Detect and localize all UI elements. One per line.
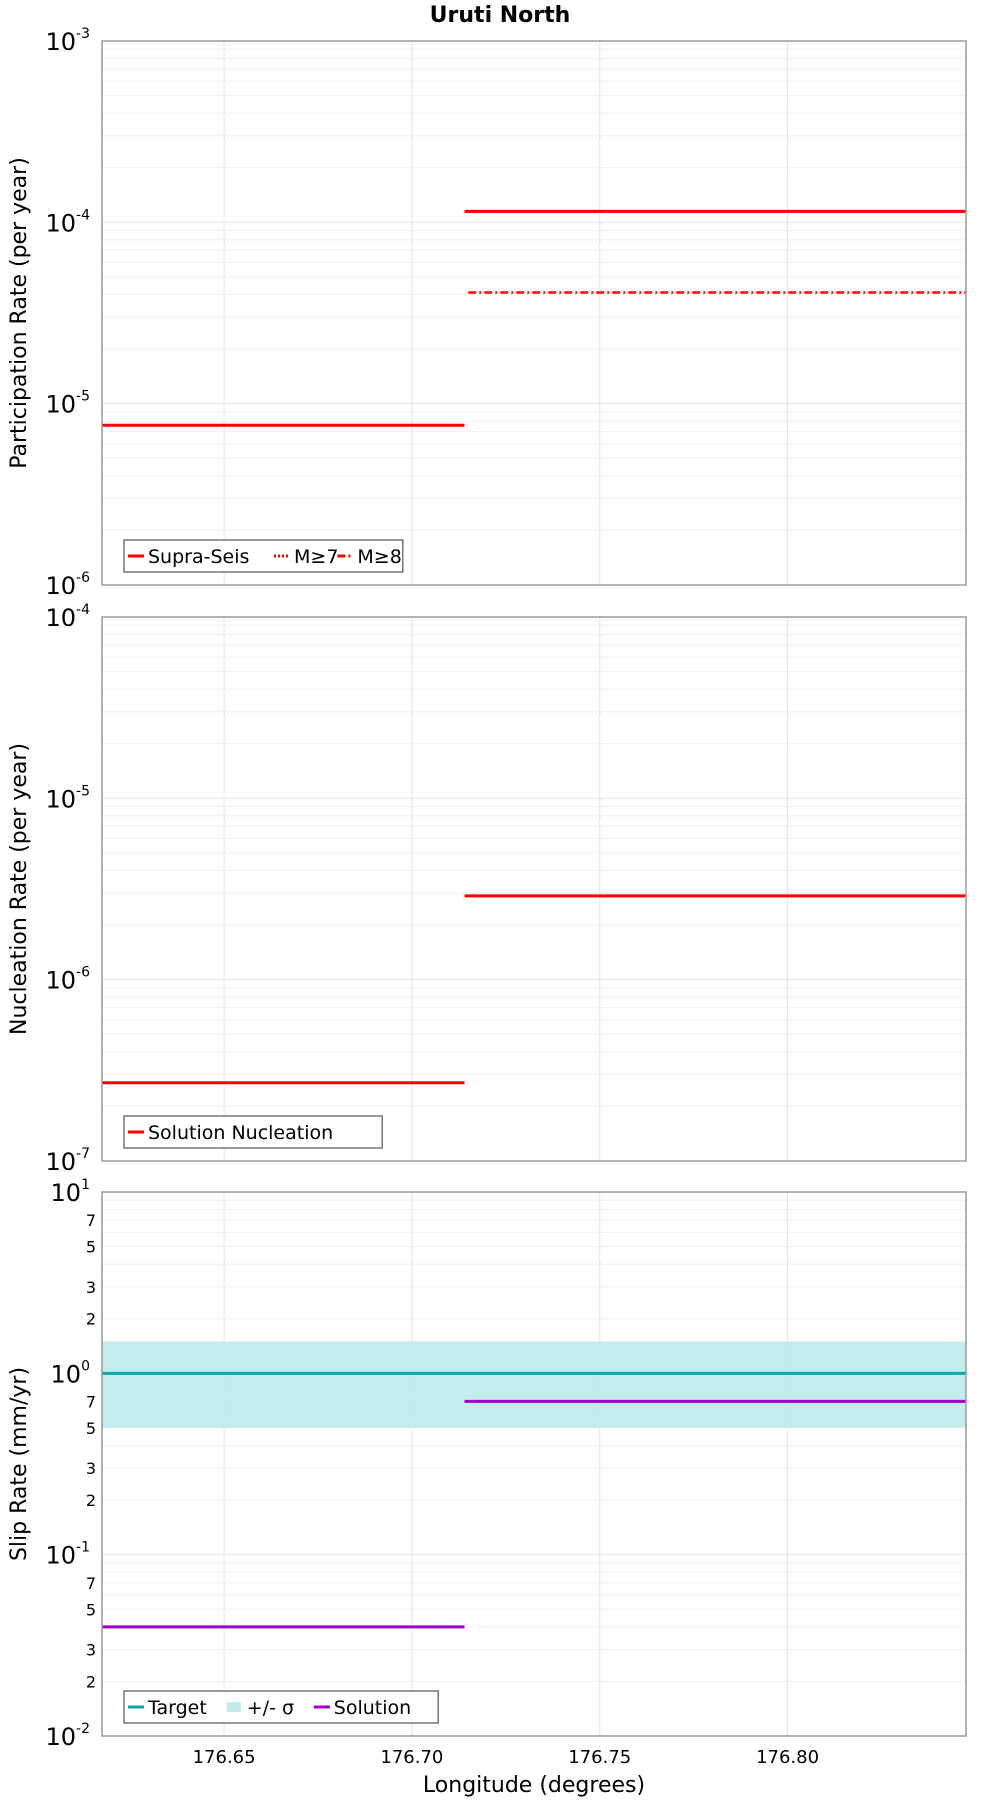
y-tick-label: 10-4	[45, 602, 90, 632]
y-minor-tick-label: 7	[86, 1392, 96, 1411]
panel-1: 10-6 10-5 10-4 10-3 Participation Rate (per …	[7, 26, 967, 600]
plot-area	[102, 617, 966, 1161]
y-tick-label: 10-6	[45, 570, 90, 600]
legend: Target +/- σ Solution	[123, 1690, 439, 1724]
y-tick-label: 10-7	[45, 1146, 90, 1176]
legend-marker-band	[226, 1702, 241, 1712]
y-axis-label: Nucleation Rate (per year)	[7, 743, 32, 1035]
y-minor-tick-label: 2	[86, 1491, 96, 1510]
y-tick-label: 100	[51, 1358, 90, 1388]
legend-entry: +/- σ	[247, 1697, 294, 1719]
y-tick-label: 10-6	[45, 965, 90, 995]
y-tick-label: 10-2	[45, 1721, 90, 1751]
legend: Solution Nucleation	[123, 1115, 383, 1149]
legend-entry: Target	[147, 1697, 207, 1719]
legend-box	[123, 1115, 383, 1149]
legend-entry: Supra-Seis	[148, 546, 249, 568]
y-minor-tick-label: 7	[86, 1211, 96, 1230]
y-tick-label: 10-4	[45, 207, 90, 237]
y-minor-tick-label: 2	[86, 1310, 96, 1329]
legend-box	[123, 539, 404, 573]
x-axis-label: Longitude (degrees)	[423, 1773, 645, 1798]
x-tick-label: 176.75	[568, 1747, 631, 1768]
y-axis-label: Slip Rate (mm/yr)	[7, 1367, 32, 1561]
y-tick-label: 101	[51, 1177, 90, 1207]
plot-frame	[101, 40, 967, 586]
x-tick-label: 176.65	[193, 1747, 256, 1768]
y-minor-tick-label: 5	[86, 1238, 96, 1257]
y-minor-tick-label: 2	[86, 1672, 96, 1691]
legend-entry: Solution	[334, 1697, 411, 1719]
y-axis-label: Participation Rate (per year)	[7, 157, 32, 469]
y-tick-label: 10-5	[45, 783, 90, 813]
y-tick-label: 10-5	[45, 389, 90, 419]
x-tick-label: 176.70	[380, 1747, 443, 1768]
plot-frame	[101, 616, 967, 1162]
legend-entry: M≥8	[357, 546, 401, 568]
legend-entry: M≥7	[294, 546, 338, 568]
legend-entry: Solution Nucleation	[148, 1122, 333, 1144]
plot-area	[102, 41, 966, 585]
y-minor-tick-label: 3	[86, 1459, 96, 1478]
legend: Supra-Seis M≥7 M≥8	[123, 539, 404, 573]
y-minor-tick-label: 5	[86, 1600, 96, 1619]
y-minor-tick-label: 3	[86, 1278, 96, 1297]
panel-2: 10-7 10-6 10-5 10-4 Nucleation Rate (per yea…	[7, 602, 967, 1176]
x-tick-label: 176.80	[756, 1747, 819, 1768]
sigma-band	[102, 1341, 966, 1428]
y-minor-tick-label: 7	[86, 1574, 96, 1593]
y-minor-tick-label: 3	[86, 1640, 96, 1659]
legend-box	[123, 1690, 439, 1724]
y-tick-label: 10-1	[45, 1540, 90, 1570]
y-tick-label: 10-3	[45, 26, 90, 56]
chart-title: Uruti North	[430, 3, 571, 28]
y-minor-tick-label: 5	[86, 1419, 96, 1438]
plot-area	[102, 1192, 966, 1736]
plot-frame	[101, 1191, 967, 1737]
panel-3: 10-2 10-1 100 101 2 3 5 7 2 3 5 7 2 3 5 7 Slip Rate (mm/…	[7, 1177, 967, 1751]
